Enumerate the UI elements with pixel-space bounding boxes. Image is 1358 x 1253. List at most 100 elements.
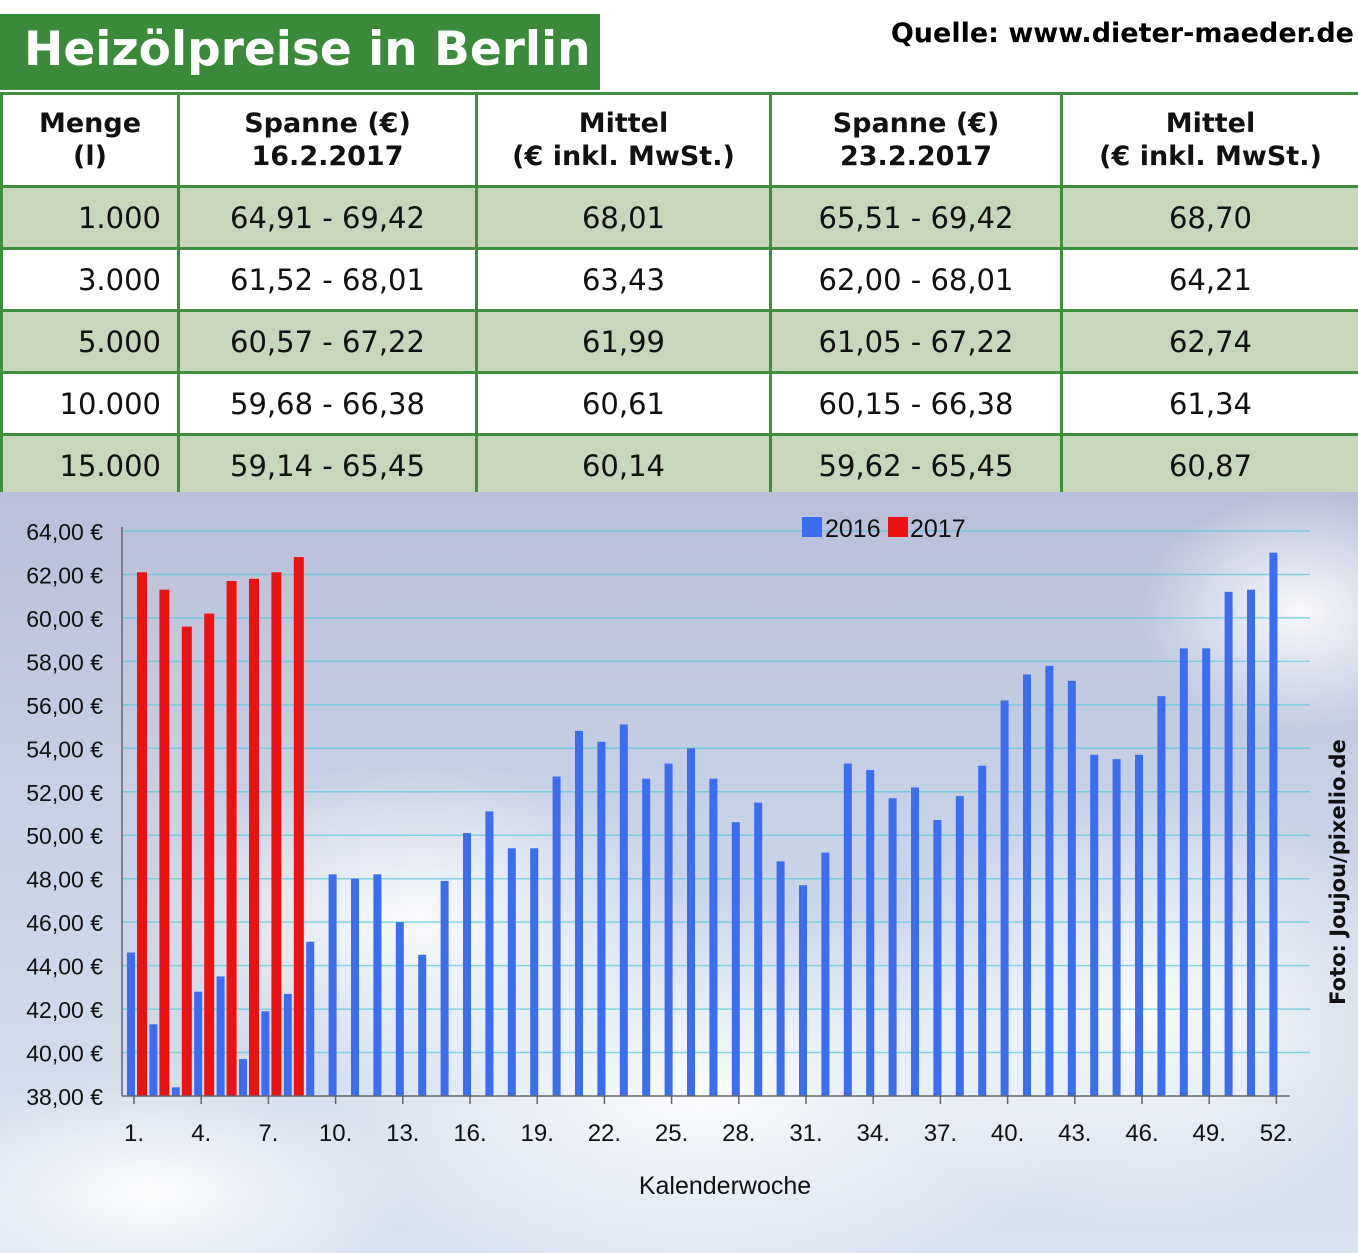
- page-title: Heizölpreise in Berlin: [24, 22, 591, 77]
- y-tick-label: 52,00 €: [26, 780, 103, 806]
- bar-2016: [1135, 754, 1143, 1096]
- y-tick-label: 56,00 €: [26, 693, 103, 719]
- cell-spanne-1: 59,14 - 65,45: [177, 433, 478, 498]
- y-tick-label: 48,00 €: [26, 867, 103, 893]
- x-tick-label: 4.: [191, 1120, 211, 1147]
- header-mittel-1: Mittel (€ inkl. MwSt.): [475, 92, 772, 188]
- header-spanne-1: Spanne (€) 16.2.2017: [177, 92, 478, 188]
- table-header-row: Menge (l) Spanne (€) 16.2.2017 Mittel (€ in…: [0, 92, 1358, 188]
- y-tick-label: 62,00 €: [26, 562, 103, 588]
- x-tick-label: 25.: [655, 1120, 688, 1147]
- bar-2016: [1090, 754, 1099, 1096]
- y-tick-label: 60,00 €: [26, 606, 103, 632]
- x-tick-label: 28.: [722, 1120, 755, 1147]
- bar-2016: [395, 922, 404, 1096]
- bar-2016: [440, 880, 449, 1096]
- cell-mittel-2: 68,70: [1060, 185, 1358, 250]
- bar-2016: [530, 848, 539, 1096]
- cell-mittel-1: 63,43: [475, 247, 772, 312]
- price-table: Menge (l) Spanne (€) 16.2.2017 Mittel (€ in…: [0, 92, 1358, 498]
- y-tick-label: 46,00 €: [26, 910, 103, 936]
- cell-mittel-2: 64,21: [1060, 247, 1358, 312]
- bar-2016: [1067, 680, 1076, 1096]
- cell-spanne-2: 62,00 - 68,01: [769, 247, 1063, 312]
- x-tick-label: 13.: [386, 1120, 419, 1147]
- x-tick-label: 10.: [319, 1120, 352, 1147]
- bar-2016: [507, 848, 516, 1096]
- cell-spanne-1: 60,57 - 67,22: [177, 309, 478, 374]
- bar-2016: [731, 822, 740, 1096]
- bar-2017: [137, 572, 147, 1096]
- x-tick-label: 7.: [258, 1120, 278, 1147]
- x-tick-label: 16.: [453, 1120, 486, 1147]
- bar-2017: [249, 578, 259, 1096]
- bar-2016: [821, 852, 830, 1096]
- cell-spanne-1: 59,68 - 66,38: [177, 371, 478, 436]
- bar-2017: [159, 589, 170, 1096]
- bar-2016: [687, 748, 695, 1096]
- axes: 38,00 € 40,00 € 42,00 € 44,00 € 46,00 € 48,00…: [26, 519, 1293, 1147]
- table-row: 3.000 61,52 - 68,01 63,43 62,00 - 68,01 …: [0, 247, 1358, 312]
- cell-mittel-1: 60,61: [475, 371, 772, 436]
- table-row: 10.000 59,68 - 66,38 60,61 60,15 - 66,38…: [0, 371, 1358, 436]
- cell-spanne-2: 59,62 - 65,45: [769, 433, 1063, 498]
- legend-swatch-2017: [888, 517, 908, 537]
- bar-2016: [239, 1059, 247, 1096]
- bar-2016: [283, 993, 292, 1096]
- table-row: 5.000 60,57 - 67,22 61,99 61,05 - 67,22 …: [0, 309, 1358, 374]
- bar-2016: [1179, 648, 1188, 1096]
- x-tick-label: 43.: [1058, 1120, 1091, 1147]
- cell-mittel-2: 61,34: [1060, 371, 1358, 436]
- bar-2016: [1023, 674, 1031, 1096]
- bar-2016: [776, 861, 785, 1096]
- bar-2017: [271, 572, 282, 1096]
- bar-2016: [1000, 700, 1009, 1096]
- x-tick-label: 40.: [991, 1120, 1024, 1147]
- bar-2016: [1202, 648, 1211, 1096]
- cell-mittel-1: 61,99: [475, 309, 772, 374]
- bar-2016: [597, 741, 606, 1096]
- bar-2016: [642, 778, 651, 1096]
- x-tick-label: 46.: [1125, 1120, 1158, 1147]
- title-banner: Heizölpreise in Berlin: [0, 14, 600, 90]
- bar-2016: [194, 991, 203, 1096]
- legend: 2016 2017: [802, 515, 966, 543]
- x-tick-label: 52.: [1260, 1120, 1293, 1147]
- y-tick-label: 54,00 €: [26, 736, 103, 762]
- cell-menge: 3.000: [0, 247, 180, 312]
- cell-mittel-1: 60,14: [475, 433, 772, 498]
- bar-2016: [149, 1024, 158, 1096]
- bar-2016: [799, 885, 807, 1096]
- bar-2016: [575, 730, 583, 1096]
- y-tick-label: 40,00 €: [26, 1041, 103, 1067]
- cell-menge: 10.000: [0, 371, 180, 436]
- bar-2016: [171, 1087, 180, 1096]
- x-tick-label: 31.: [789, 1120, 822, 1147]
- bar-2016: [888, 798, 897, 1096]
- cell-menge: 5.000: [0, 309, 180, 374]
- bar-2016: [955, 796, 964, 1096]
- bar-2016: [306, 941, 315, 1096]
- x-tick-label: 22.: [588, 1120, 621, 1147]
- bar-2016: [911, 787, 919, 1096]
- cell-mittel-2: 60,87: [1060, 433, 1358, 498]
- x-tick-label: 37.: [924, 1120, 957, 1147]
- bar-2016: [1269, 552, 1278, 1096]
- chart-area: 38,00 € 40,00 € 42,00 € 44,00 € 46,00 € 48,00…: [0, 492, 1358, 1253]
- bar-2016: [866, 770, 875, 1096]
- bar-2016: [463, 833, 471, 1096]
- header-mittel-2: Mittel (€ inkl. MwSt.): [1060, 92, 1358, 188]
- photo-credit: Foto: Joujou/pixelio.de: [1326, 739, 1350, 1005]
- bar-2016: [552, 776, 561, 1096]
- bar-2016: [1157, 696, 1166, 1096]
- bar-2017: [293, 557, 304, 1096]
- bar-2016: [1045, 665, 1054, 1096]
- y-tick-label: 64,00 €: [26, 519, 103, 545]
- bar-2016: [351, 878, 359, 1096]
- bar-2016: [418, 954, 427, 1096]
- cell-mittel-1: 68,01: [475, 185, 772, 250]
- bar-2016: [664, 763, 673, 1096]
- bar-2017: [226, 580, 237, 1096]
- bar-2016: [328, 874, 337, 1096]
- bar-2016: [754, 802, 763, 1096]
